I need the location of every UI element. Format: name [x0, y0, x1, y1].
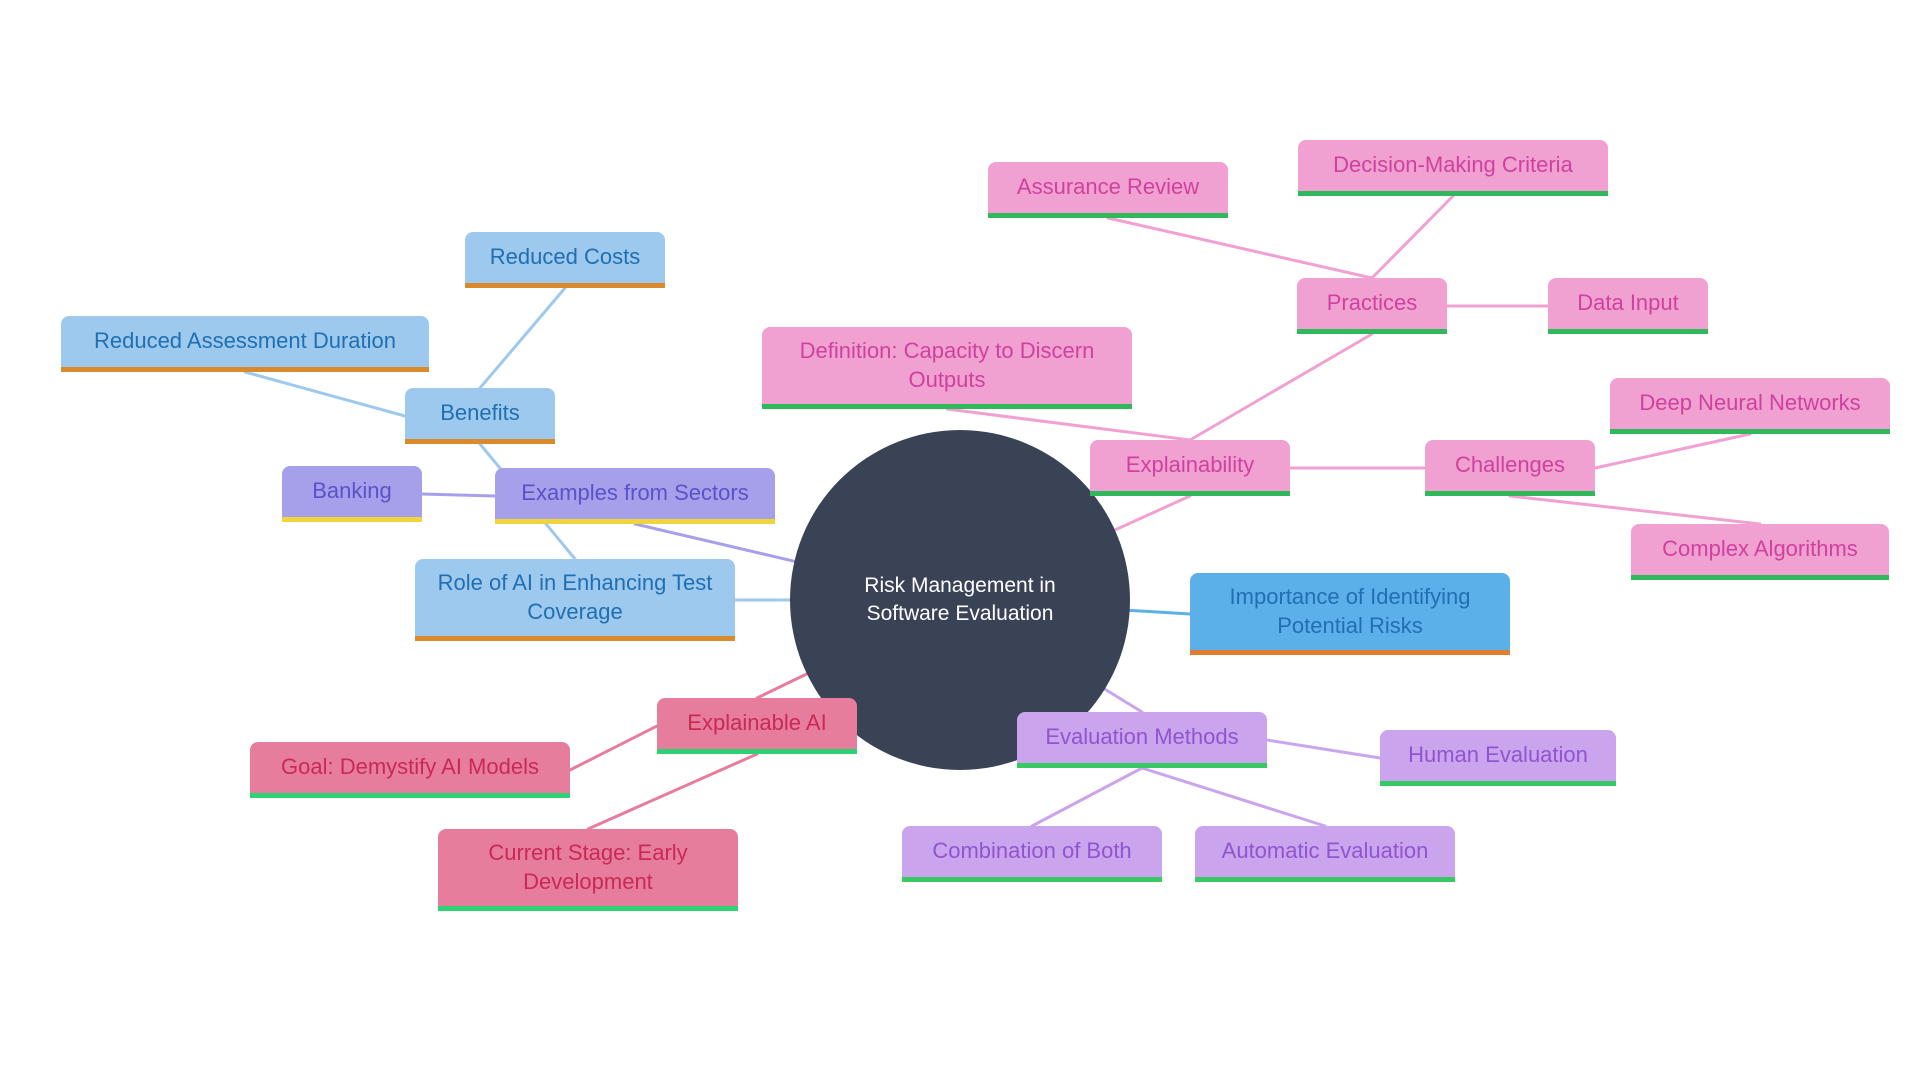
node-n_auto: Automatic Evaluation	[1195, 826, 1455, 882]
node-n_human: Human Evaluation	[1380, 730, 1616, 786]
node-label: Banking	[312, 477, 392, 506]
node-n_explain: Explainability	[1090, 440, 1290, 496]
node-label: Explainability	[1126, 451, 1254, 480]
edge	[570, 726, 657, 770]
node-label: Human Evaluation	[1408, 741, 1588, 770]
edge	[1032, 768, 1142, 826]
node-n_role: Role of AI in Enhancing Test Coverage	[415, 559, 735, 641]
node-n_goal: Goal: Demystify AI Models	[250, 742, 570, 798]
edge	[1105, 689, 1142, 712]
node-n_assure: Assurance Review	[988, 162, 1228, 218]
node-label: Examples from Sectors	[521, 479, 748, 508]
node-n_challenges: Challenges	[1425, 440, 1595, 496]
node-n_complex: Complex Algorithms	[1631, 524, 1889, 580]
edge	[422, 494, 495, 496]
node-label: Evaluation Methods	[1045, 723, 1238, 752]
node-n_stage: Current Stage: Early Development	[438, 829, 738, 911]
node-n_criteria: Decision-Making Criteria	[1298, 140, 1608, 196]
edge	[1115, 496, 1190, 530]
node-label: Reduced Costs	[490, 243, 640, 272]
edge	[245, 372, 405, 416]
node-label: Goal: Demystify AI Models	[281, 753, 539, 782]
edge	[1372, 196, 1453, 278]
node-label: Explainable AI	[687, 709, 826, 738]
node-n_def: Definition: Capacity to Discern Outputs	[762, 327, 1132, 409]
node-label: Decision-Making Criteria	[1333, 151, 1573, 180]
node-n_data: Data Input	[1548, 278, 1708, 334]
node-n_both: Combination of Both	[902, 826, 1162, 882]
node-label: Complex Algorithms	[1662, 535, 1858, 564]
node-n_dnn: Deep Neural Networks	[1610, 378, 1890, 434]
node-label: Current Stage: Early Development	[460, 839, 716, 896]
edge	[588, 754, 757, 829]
node-label: Automatic Evaluation	[1222, 837, 1429, 866]
node-label: Deep Neural Networks	[1639, 389, 1860, 418]
center-label: Risk Management in Software Evaluation	[820, 572, 1100, 629]
node-label: Role of AI in Enhancing Test Coverage	[437, 569, 713, 626]
edge	[1267, 740, 1380, 758]
node-label: Reduced Assessment Duration	[94, 327, 396, 356]
node-label: Data Input	[1577, 289, 1679, 318]
edge	[480, 288, 565, 388]
edge	[1190, 334, 1372, 440]
node-n_examples: Examples from Sectors	[495, 468, 775, 524]
edge	[1108, 218, 1372, 278]
edge	[1130, 610, 1190, 614]
edge	[1142, 768, 1325, 826]
node-n_practices: Practices	[1297, 278, 1447, 334]
node-label: Practices	[1327, 289, 1417, 318]
node-n_benefits: Benefits	[405, 388, 555, 444]
node-label: Assurance Review	[1017, 173, 1199, 202]
node-label: Definition: Capacity to Discern Outputs	[784, 337, 1110, 394]
node-n_red_dur: Reduced Assessment Duration	[61, 316, 429, 372]
node-n_banking: Banking	[282, 466, 422, 522]
node-n_eval: Evaluation Methods	[1017, 712, 1267, 768]
node-n_importance: Importance of Identifying Potential Risk…	[1190, 573, 1510, 655]
node-n_expl_ai: Explainable AI	[657, 698, 857, 754]
edge	[1595, 434, 1750, 468]
edge	[635, 524, 794, 561]
node-n_red_cost: Reduced Costs	[465, 232, 665, 288]
node-label: Benefits	[440, 399, 520, 428]
mindmap-canvas: Risk Management in Software Evaluation Ro…	[0, 0, 1920, 1080]
node-label: Combination of Both	[932, 837, 1131, 866]
node-label: Challenges	[1455, 451, 1565, 480]
edge	[757, 674, 807, 698]
edge	[1510, 496, 1760, 524]
node-label: Importance of Identifying Potential Risk…	[1212, 583, 1488, 640]
